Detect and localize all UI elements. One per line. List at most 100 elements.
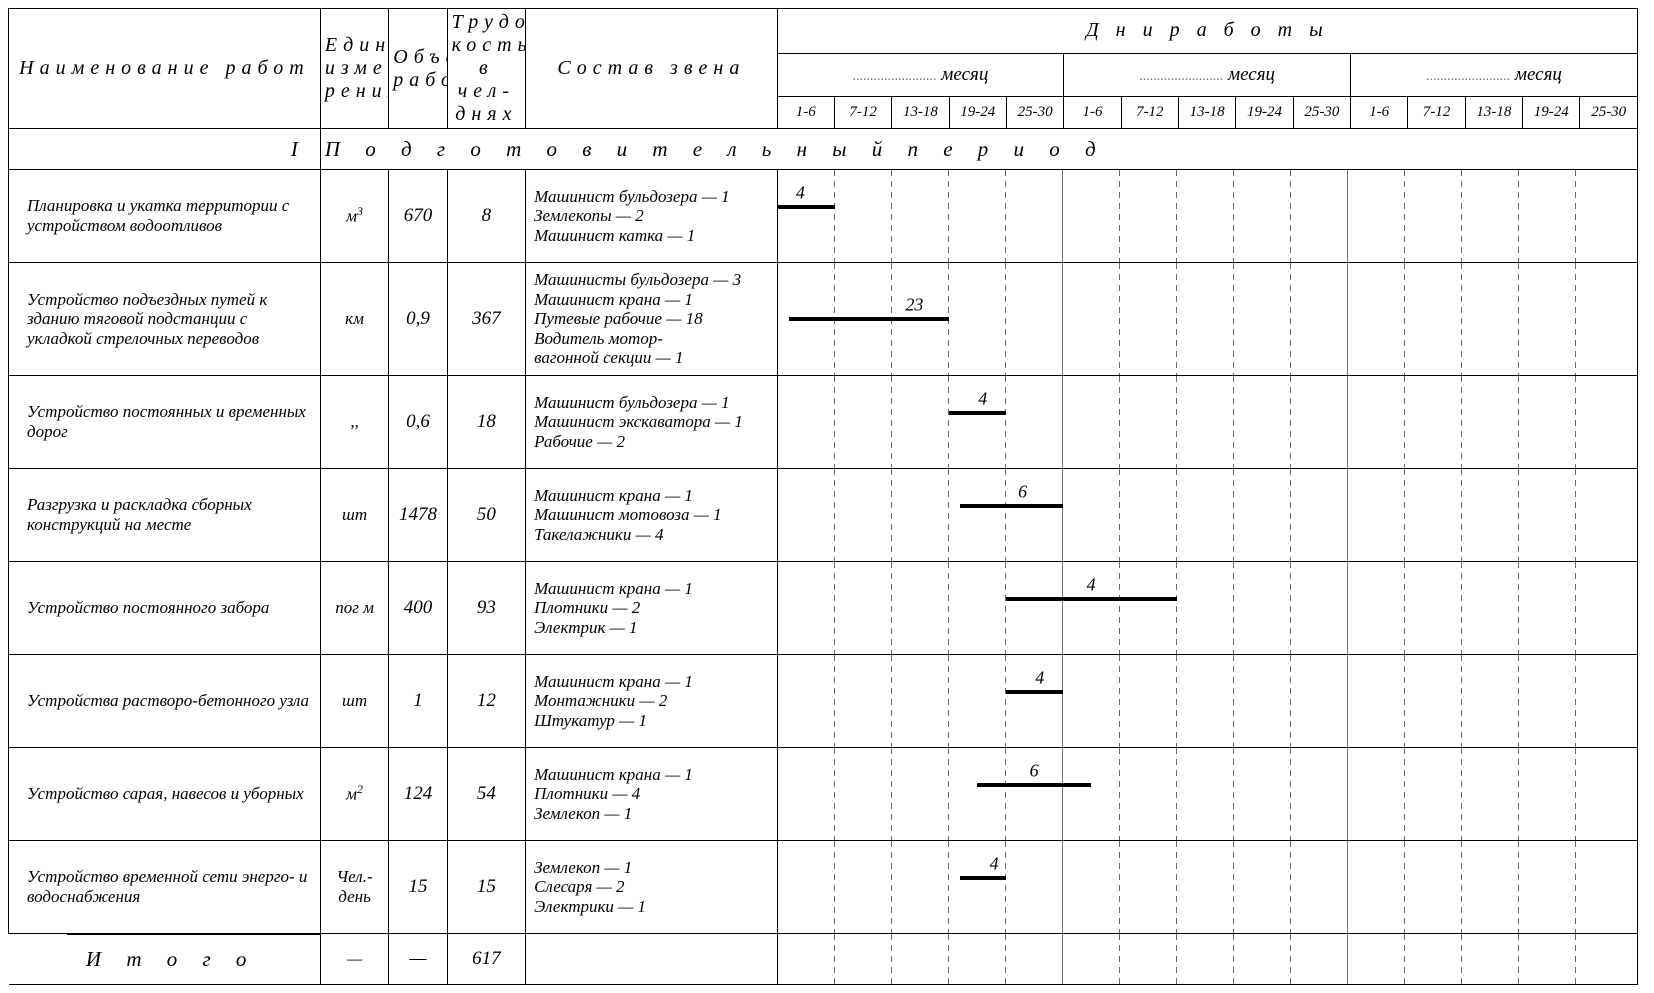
gantt-bar — [960, 504, 1063, 508]
hdr-crew: Состав звена — [526, 9, 778, 129]
table-row: Планировка и укатка территории с устройс… — [9, 170, 1638, 263]
section-number: I — [291, 137, 308, 161]
hdr-month: ........................ месяц — [777, 53, 1064, 96]
gantt-cell: 4 — [777, 841, 1637, 934]
gantt-cell: 23 — [777, 263, 1637, 376]
cell-unit: м2 — [320, 748, 388, 841]
cell-volume: 670 — [389, 170, 447, 263]
hdr-day-range: 1-6 — [777, 96, 834, 128]
total-row: И т о г о——617 — [9, 934, 1638, 985]
gantt-bar — [1006, 597, 1177, 601]
hdr-day-range: 19-24 — [1523, 96, 1580, 128]
cell-name: Устройство подъездных путей к зданию тяг… — [9, 263, 321, 376]
cell-name: Устройство постоянных и временных дорог — [9, 376, 321, 469]
gantt-cell: 4 — [777, 170, 1637, 263]
table-row: Устройства растворо-бетонного узлашт112М… — [9, 655, 1638, 748]
table-row: Устройство временной сети энерго- и водо… — [9, 841, 1638, 934]
cell-volume: 124 — [389, 748, 447, 841]
section-heading: I П о д г о т о в и т е л ь н ы й п е р … — [9, 129, 1638, 170]
cell-name: Устройство постоянного забора — [9, 562, 321, 655]
gantt-bar — [778, 205, 835, 209]
gantt-bar-label: 4 — [990, 853, 999, 874]
cell-labor: 367 — [447, 263, 525, 376]
hdr-labor: Трудоем- кость в чел-днях — [447, 9, 525, 129]
total-crew — [526, 934, 778, 985]
table-row: Устройство постоянных и временных дорог,… — [9, 376, 1638, 469]
table-row: Разгрузка и раскладка сборных конструкци… — [9, 469, 1638, 562]
gantt-bar — [789, 317, 949, 321]
cell-labor: 93 — [447, 562, 525, 655]
cell-name: Устройство сарая, навесов и уборных — [9, 748, 321, 841]
cell-crew: Машинист бульдозера — 1Машинист экскават… — [526, 376, 778, 469]
cell-unit: м3 — [320, 170, 388, 263]
hdr-day-range: 7-12 — [1408, 96, 1465, 128]
cell-crew: Машинист крана — 1Плотники — 2Электрик —… — [526, 562, 778, 655]
cell-unit: шт — [320, 655, 388, 748]
cell-unit: шт — [320, 469, 388, 562]
gantt-cell: 6 — [777, 748, 1637, 841]
cell-name: Устройство временной сети энерго- и водо… — [9, 841, 321, 934]
hdr-day-range: 13-18 — [1465, 96, 1522, 128]
cell-volume: 1 — [389, 655, 447, 748]
gantt-bar-label: 6 — [1030, 760, 1039, 781]
cell-labor: 8 — [447, 170, 525, 263]
table-row: Устройство подъездных путей к зданию тяг… — [9, 263, 1638, 376]
cell-unit: км — [320, 263, 388, 376]
gantt-cell: 4 — [777, 562, 1637, 655]
cell-name: Планировка и укатка территории с устройс… — [9, 170, 321, 263]
cell-labor: 50 — [447, 469, 525, 562]
hdr-day-range: 1-6 — [1351, 96, 1408, 128]
cell-crew: Машинист крана — 1Машинист мотовоза — 1Т… — [526, 469, 778, 562]
cell-volume: 0,9 — [389, 263, 447, 376]
total-labor: 617 — [447, 934, 525, 985]
gantt-bar-label: 4 — [796, 182, 805, 203]
cell-crew: Машинисты бульдозера — 3Машинист крана —… — [526, 263, 778, 376]
gantt-bar — [977, 783, 1091, 787]
cell-volume: 1478 — [389, 469, 447, 562]
cell-volume: 400 — [389, 562, 447, 655]
cell-name: Устройства растворо-бетонного узла — [9, 655, 321, 748]
hdr-day-range: 7-12 — [1121, 96, 1178, 128]
hdr-day-range: 25-30 — [1006, 96, 1063, 128]
table-row: Устройство постоянного заборапог м40093М… — [9, 562, 1638, 655]
table-row: Устройство сарая, навесов и уборныхм2124… — [9, 748, 1638, 841]
gantt-bar-label: 4 — [1087, 574, 1096, 595]
cell-crew: Машинист крана — 1Монтажники — 2Штукатур… — [526, 655, 778, 748]
section-title: П о д г о т о в и т е л ь н ы й п е р и … — [325, 137, 1106, 161]
hdr-day-range: 1-6 — [1064, 96, 1121, 128]
cell-unit: Чел.-день — [320, 841, 388, 934]
cell-labor: 18 — [447, 376, 525, 469]
hdr-day-range: 25-30 — [1580, 96, 1638, 128]
hdr-day-range: 7-12 — [834, 96, 891, 128]
gantt-bar-label: 23 — [905, 294, 923, 315]
hdr-month: ........................ месяц — [1064, 53, 1351, 96]
hdr-vol: Объем работ — [389, 9, 447, 129]
cell-crew: Машинист крана — 1Плотники — 4Землекоп —… — [526, 748, 778, 841]
cell-labor: 12 — [447, 655, 525, 748]
hdr-day-range: 25-30 — [1293, 96, 1350, 128]
gantt-cell: 6 — [777, 469, 1637, 562]
gantt-bar-label: 6 — [1018, 481, 1027, 502]
hdr-day-range: 13-18 — [1178, 96, 1235, 128]
cell-labor: 15 — [447, 841, 525, 934]
cell-name: Разгрузка и раскладка сборных конструкци… — [9, 469, 321, 562]
hdr-days-title: Д н и р а б о т ы — [777, 9, 1637, 54]
total-label: И т о г о — [9, 934, 321, 985]
total-vol: — — [389, 934, 447, 985]
work-schedule-table: Наименование работ Единица изме- рения О… — [8, 8, 1638, 985]
gantt-bar — [960, 876, 1006, 880]
hdr-name: Наименование работ — [9, 9, 321, 129]
hdr-unit: Единица изме- рения — [320, 9, 388, 129]
cell-volume: 15 — [389, 841, 447, 934]
gantt-bar-label: 4 — [978, 388, 987, 409]
hdr-day-range: 13-18 — [892, 96, 949, 128]
gantt-bar — [1006, 690, 1063, 694]
gantt-cell: 4 — [777, 655, 1637, 748]
gantt-bar-label: 4 — [1035, 667, 1044, 688]
cell-volume: 0,6 — [389, 376, 447, 469]
gantt-cell: 4 — [777, 376, 1637, 469]
total-unit: — — [320, 934, 388, 985]
gantt-bar — [949, 411, 1006, 415]
cell-crew: Землекоп — 1Слесаря — 2Электрики — 1 — [526, 841, 778, 934]
cell-unit: ,, — [320, 376, 388, 469]
